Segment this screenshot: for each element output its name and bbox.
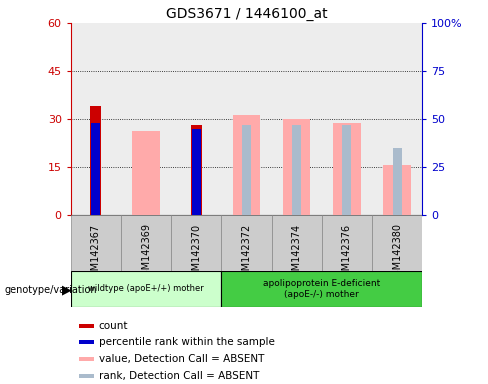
Bar bbox=[271, 215, 322, 271]
Bar bbox=[121, 23, 171, 215]
Bar bbox=[242, 125, 251, 215]
Bar bbox=[342, 125, 351, 215]
Bar bbox=[79, 340, 94, 344]
Bar bbox=[392, 148, 402, 215]
Text: GSM142374: GSM142374 bbox=[292, 223, 302, 283]
Text: wildtype (apoE+/+) mother: wildtype (apoE+/+) mother bbox=[88, 285, 204, 293]
Bar bbox=[233, 115, 260, 215]
Bar bbox=[90, 106, 102, 215]
Bar bbox=[132, 131, 160, 215]
Bar bbox=[222, 23, 271, 215]
Bar bbox=[222, 271, 422, 307]
Bar bbox=[333, 123, 361, 215]
Bar bbox=[372, 215, 422, 271]
Text: GSM142369: GSM142369 bbox=[141, 223, 151, 282]
Bar bbox=[91, 123, 101, 215]
Bar bbox=[192, 129, 201, 215]
Bar bbox=[171, 23, 222, 215]
Text: apolipoprotein E-deficient
(apoE-/-) mother: apolipoprotein E-deficient (apoE-/-) mot… bbox=[263, 279, 380, 299]
Title: GDS3671 / 1446100_at: GDS3671 / 1446100_at bbox=[165, 7, 327, 21]
Bar bbox=[283, 119, 310, 215]
Bar bbox=[79, 324, 94, 328]
Text: GSM142376: GSM142376 bbox=[342, 223, 352, 283]
Bar bbox=[383, 165, 411, 215]
Bar bbox=[322, 215, 372, 271]
Text: percentile rank within the sample: percentile rank within the sample bbox=[99, 338, 274, 348]
Bar bbox=[79, 357, 94, 361]
Text: GSM142372: GSM142372 bbox=[242, 223, 251, 283]
Text: genotype/variation: genotype/variation bbox=[5, 285, 98, 295]
Text: ▶: ▶ bbox=[62, 283, 72, 296]
Bar bbox=[121, 215, 171, 271]
Bar bbox=[271, 23, 322, 215]
Bar bbox=[71, 271, 222, 307]
Bar bbox=[222, 215, 271, 271]
Bar bbox=[171, 215, 222, 271]
Text: GSM142380: GSM142380 bbox=[392, 223, 402, 282]
Text: rank, Detection Call = ABSENT: rank, Detection Call = ABSENT bbox=[99, 371, 259, 381]
Bar bbox=[372, 23, 422, 215]
Bar bbox=[322, 23, 372, 215]
Text: value, Detection Call = ABSENT: value, Detection Call = ABSENT bbox=[99, 354, 264, 364]
Bar bbox=[292, 125, 301, 215]
Text: count: count bbox=[99, 321, 128, 331]
Text: GSM142367: GSM142367 bbox=[91, 223, 101, 283]
Bar bbox=[71, 215, 121, 271]
Bar bbox=[71, 23, 121, 215]
Bar bbox=[191, 126, 202, 215]
Bar bbox=[79, 374, 94, 378]
Text: GSM142370: GSM142370 bbox=[191, 223, 201, 283]
